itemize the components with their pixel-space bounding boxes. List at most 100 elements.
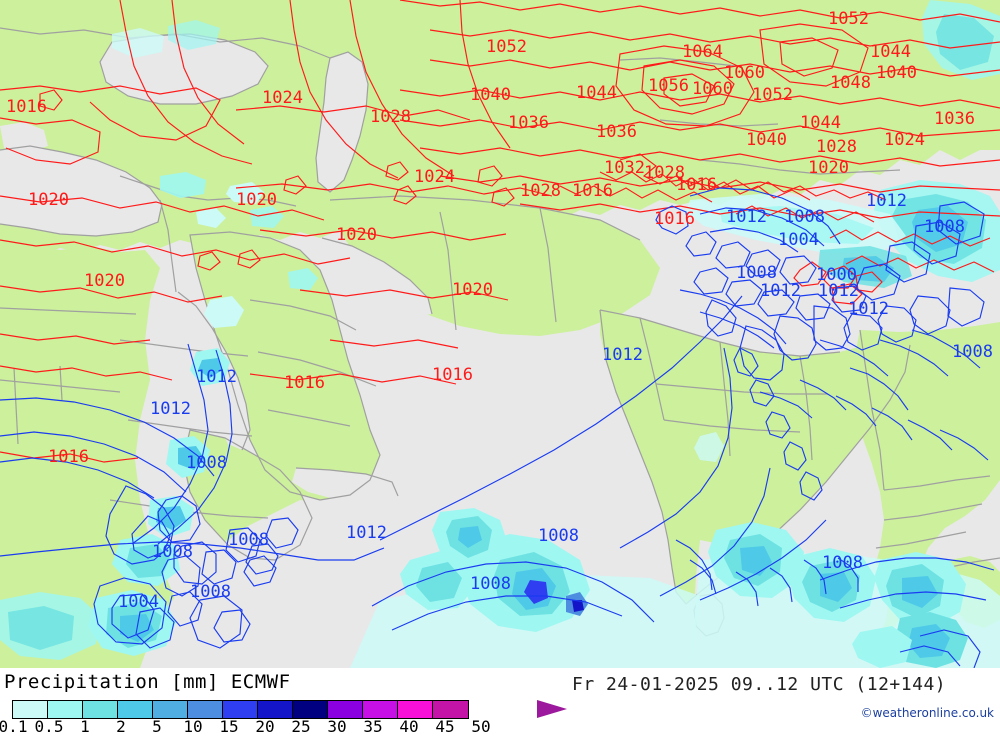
chart-title: Precipitation [mm] ECMWF (4, 671, 291, 693)
isobar-label-low: 1008 (952, 342, 993, 362)
low-pressure-labels: 1012101210121012100810081008100810081008… (118, 191, 993, 612)
precipitation-map[interactable]: 1016 1016 1020 1020 1020 1020 1016 1016 1024 1024… (0, 0, 1000, 668)
colorbar-swatch[interactable] (293, 701, 328, 718)
colorbar-swatch[interactable] (118, 701, 153, 718)
colorbar-swatch[interactable] (188, 701, 223, 718)
isobar-label-low: 1004 (118, 592, 159, 612)
isobar-label-high: 1048 (830, 73, 871, 93)
low-pressure-isobars (0, 187, 995, 668)
isobar-label-low: 1000 (816, 265, 857, 285)
colorbar-tick: 20 (255, 717, 275, 736)
colorbar-tick: 25 (291, 717, 311, 736)
colorbar-swatch[interactable] (433, 701, 468, 718)
isobar-label-high: 1052 (828, 9, 869, 29)
colorbar-swatch[interactable] (328, 701, 363, 718)
isobar-label-high: 1020 (28, 190, 69, 210)
isobar-label-low: 1008 (924, 217, 965, 237)
isobar-label-high: 1040 (470, 85, 511, 105)
isobar-label-high: 1056 (648, 76, 689, 96)
isobar-label-high: 1016 (284, 373, 325, 393)
isobar-label-high: 1064 (682, 42, 723, 62)
isobar-label-high: 1024 (262, 88, 303, 108)
colorbar-tick: 1 (80, 717, 90, 736)
colorbar-swatch[interactable] (258, 701, 293, 718)
high-pressure-labels: 1016 1016 1020 1020 1020 1020 1016 1016 1024 1024… (6, 9, 975, 467)
colorbar-tick: 2 (116, 717, 126, 736)
colorbar-swatch[interactable] (13, 701, 48, 718)
high-pressure-isobars (0, 0, 1000, 463)
isobar-label-high: 1052 (752, 85, 793, 105)
colorbar-swatch[interactable] (153, 701, 188, 718)
isobar-label-high: 1028 (644, 163, 685, 183)
isobar-label-high: 1016 (676, 175, 717, 195)
isobar-label-low: 1012 (866, 191, 907, 211)
isobar-label-high: 1028 (520, 181, 561, 201)
isobar-label-low: 1008 (822, 553, 863, 573)
colorbar-swatch[interactable] (223, 701, 258, 718)
colorbar-tick: 15 (219, 717, 239, 736)
isobar-label-high: 1020 (84, 271, 125, 291)
isobar-label-high: 1036 (934, 109, 975, 129)
colorbar-tick: 0.1 (0, 717, 28, 736)
copyright-credit: ©weatheronline.co.uk (860, 706, 994, 720)
isobar-label-low: 1012 (818, 281, 859, 301)
isobar-label-low: 1012 (196, 367, 237, 387)
isobar-label-high: 1040 (746, 130, 787, 150)
isobar-label-high: 1044 (576, 83, 617, 103)
colorbar-overflow-arrow (537, 700, 567, 718)
colorbar-tick-labels: 0.1 0.5 1 2 5 10 15 20 25 30 35 40 45 50 (0, 717, 560, 736)
isobar-label-high: 1060 (692, 79, 733, 99)
colorbar-tick: 10 (183, 717, 203, 736)
isobar-label-high: 1016 (432, 365, 473, 385)
colorbar-tick: 0.5 (34, 717, 64, 736)
colorbar-tick: 5 (152, 717, 162, 736)
isobar-label-high: 1024 (884, 130, 925, 150)
isobar-label-low: 1004 (778, 230, 819, 250)
colorbar-tick: 40 (399, 717, 419, 736)
colorbar-tick: 45 (435, 717, 455, 736)
colorbar-swatch[interactable] (48, 701, 83, 718)
isobar-label-low: 1012 (602, 345, 643, 365)
precipitation-colorbar[interactable] (12, 700, 469, 719)
colorbar-swatch[interactable] (83, 701, 118, 718)
isobar-label-high: 1016 (572, 181, 613, 201)
isobar-label-high: 1052 (486, 37, 527, 57)
isobar-label-high: 1044 (800, 113, 841, 133)
isobar-label-high: 1024 (414, 167, 455, 187)
isobar-label-high: 1020 (336, 225, 377, 245)
colorbar-tick: 30 (327, 717, 347, 736)
isobar-label-low: 1012 (760, 281, 801, 301)
isobar-label-high: 1040 (876, 63, 917, 83)
map-footer: Precipitation [mm] ECMWF Fr 24-01-2025 0… (0, 668, 1000, 736)
colorbar-swatch[interactable] (398, 701, 433, 718)
isobar-label-high: 1016 (48, 447, 89, 467)
isobar-label-low: 1012 (726, 207, 767, 227)
isobar-label-high: 1016 (654, 209, 695, 229)
isobar-label-high: 1020 (808, 158, 849, 178)
isobar-label-low: 1008 (784, 207, 825, 227)
isobar-label-low: 1008 (228, 530, 269, 550)
isobar-label-low: 1012 (848, 299, 889, 319)
colorbar-tick: 35 (363, 717, 383, 736)
isobar-label-low: 1008 (186, 453, 227, 473)
isobar-label-high: 1032 (604, 158, 645, 178)
isobar-label-high: 1028 (370, 107, 411, 127)
isobar-label-high: 1036 (508, 113, 549, 133)
map-canvas: 1016 1016 1020 1020 1020 1020 1016 1016 1024 1024… (0, 0, 1000, 668)
isobar-label-high: 1044 (870, 42, 911, 62)
isobar-label-high: 1020 (236, 190, 277, 210)
isobar-label-high: 1028 (816, 137, 857, 157)
isobar-label-low: 1008 (152, 542, 193, 562)
isobar-label-high: 1020 (452, 280, 493, 300)
colorbar-swatch[interactable] (363, 701, 398, 718)
isobar-label-low: 1012 (150, 399, 191, 419)
isobar-label-low: 1008 (190, 582, 231, 602)
isobar-label-low: 1008 (538, 526, 579, 546)
isobar-label-low: 1008 (736, 263, 777, 283)
isobar-label-high: 1016 (6, 97, 47, 117)
isobar-label-high: 1060 (724, 63, 765, 83)
isobar-label-low: 1012 (346, 523, 387, 543)
colorbar-tick: 50 (471, 717, 491, 736)
isobar-label-low: 1008 (470, 574, 511, 594)
